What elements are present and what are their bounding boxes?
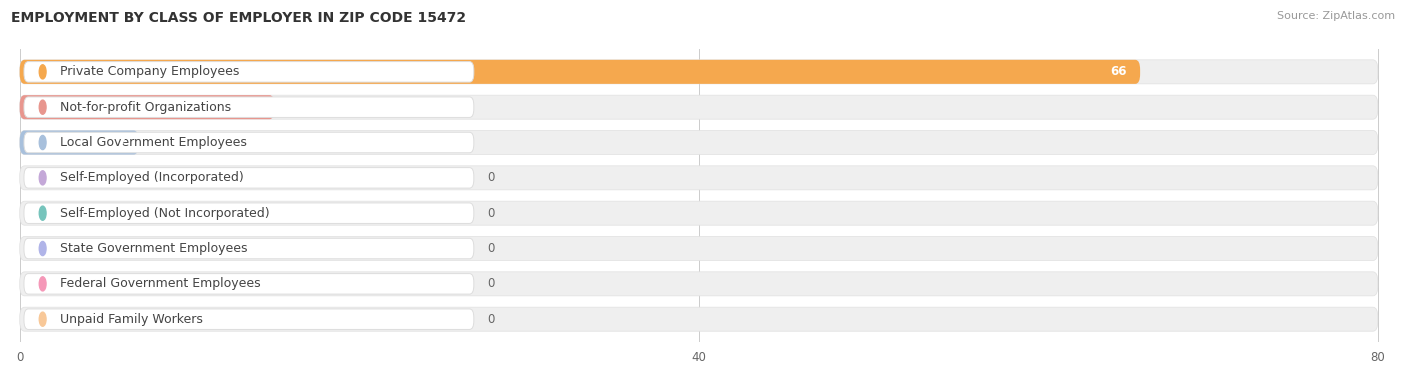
- Circle shape: [39, 312, 46, 326]
- FancyBboxPatch shape: [24, 238, 474, 259]
- Text: 15: 15: [245, 101, 260, 114]
- Text: Self-Employed (Incorporated): Self-Employed (Incorporated): [59, 171, 243, 184]
- Text: Self-Employed (Not Incorporated): Self-Employed (Not Incorporated): [59, 207, 270, 220]
- Circle shape: [39, 135, 46, 150]
- Circle shape: [39, 171, 46, 185]
- Text: Private Company Employees: Private Company Employees: [59, 65, 239, 78]
- Text: State Government Employees: State Government Employees: [59, 242, 247, 255]
- Text: 66: 66: [1111, 65, 1126, 78]
- Text: Unpaid Family Workers: Unpaid Family Workers: [59, 313, 202, 326]
- Text: Federal Government Employees: Federal Government Employees: [59, 277, 260, 290]
- Text: EMPLOYMENT BY CLASS OF EMPLOYER IN ZIP CODE 15472: EMPLOYMENT BY CLASS OF EMPLOYER IN ZIP C…: [11, 11, 467, 25]
- Text: 0: 0: [488, 242, 495, 255]
- Circle shape: [39, 100, 46, 114]
- Text: Local Government Employees: Local Government Employees: [59, 136, 246, 149]
- FancyBboxPatch shape: [24, 274, 474, 294]
- FancyBboxPatch shape: [20, 166, 1378, 190]
- Text: Source: ZipAtlas.com: Source: ZipAtlas.com: [1277, 11, 1395, 21]
- FancyBboxPatch shape: [20, 130, 139, 155]
- Text: 7: 7: [117, 136, 125, 149]
- Text: 0: 0: [488, 207, 495, 220]
- FancyBboxPatch shape: [24, 62, 474, 82]
- FancyBboxPatch shape: [20, 95, 1378, 119]
- Text: 0: 0: [488, 171, 495, 184]
- FancyBboxPatch shape: [20, 272, 1378, 296]
- FancyBboxPatch shape: [24, 203, 474, 223]
- FancyBboxPatch shape: [20, 201, 1378, 225]
- Circle shape: [39, 277, 46, 291]
- Text: 0: 0: [488, 277, 495, 290]
- FancyBboxPatch shape: [24, 309, 474, 329]
- FancyBboxPatch shape: [20, 60, 1140, 84]
- FancyBboxPatch shape: [24, 97, 474, 117]
- FancyBboxPatch shape: [20, 307, 1378, 331]
- FancyBboxPatch shape: [24, 168, 474, 188]
- Text: Not-for-profit Organizations: Not-for-profit Organizations: [59, 101, 231, 114]
- Text: 0: 0: [488, 313, 495, 326]
- Circle shape: [39, 241, 46, 256]
- FancyBboxPatch shape: [20, 237, 1378, 261]
- Circle shape: [39, 206, 46, 220]
- FancyBboxPatch shape: [20, 95, 274, 119]
- FancyBboxPatch shape: [20, 130, 1378, 155]
- Circle shape: [39, 65, 46, 79]
- FancyBboxPatch shape: [20, 60, 1378, 84]
- FancyBboxPatch shape: [24, 132, 474, 153]
